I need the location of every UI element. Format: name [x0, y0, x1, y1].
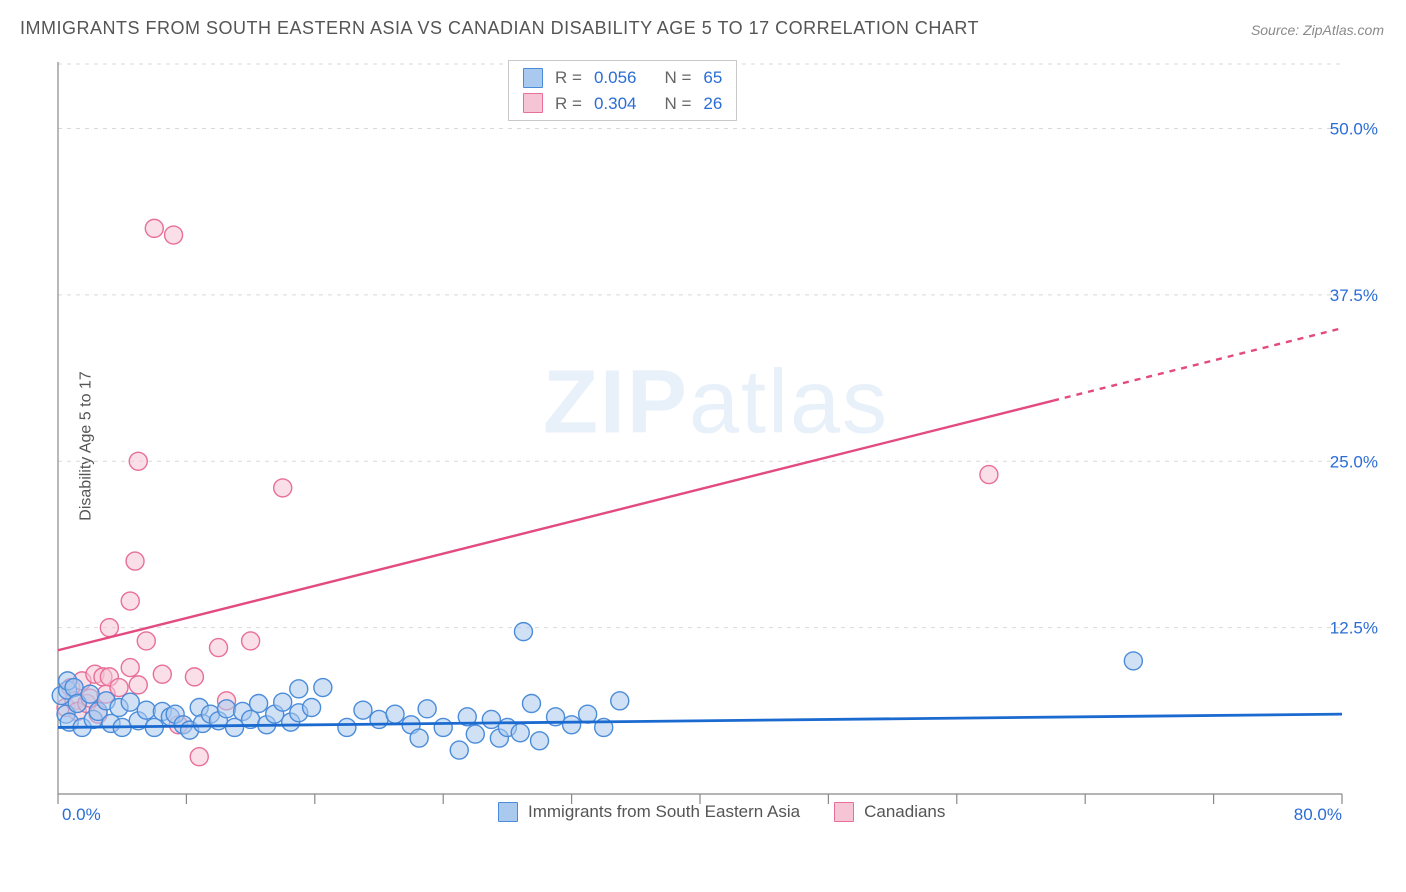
- legend-row: R = 0.056 N = 65: [523, 65, 722, 91]
- data-point: [290, 680, 308, 698]
- data-point: [514, 623, 532, 641]
- legend-r-label: R =: [555, 65, 582, 91]
- data-point: [418, 700, 436, 718]
- data-point: [121, 659, 139, 677]
- legend-swatch: [523, 68, 543, 88]
- legend-n-label: N =: [664, 91, 691, 117]
- source-attribution: Source: ZipAtlas.com: [1251, 22, 1384, 38]
- data-point: [579, 705, 597, 723]
- legend-swatch: [834, 802, 854, 822]
- data-point: [81, 685, 99, 703]
- data-point: [563, 716, 581, 734]
- data-point: [250, 694, 268, 712]
- data-point: [121, 592, 139, 610]
- data-point: [386, 705, 404, 723]
- legend-r-label: R =: [555, 91, 582, 117]
- x-tick-label-min: 0.0%: [62, 805, 101, 824]
- legend-row: R = 0.304 N = 26: [523, 91, 722, 117]
- legend-n-label: N =: [664, 65, 691, 91]
- data-point: [226, 718, 244, 736]
- data-point: [218, 700, 236, 718]
- data-point: [370, 710, 388, 728]
- data-point: [65, 679, 83, 697]
- scatter-chart-svg: 12.5% 25.0% 37.5% 50.0% 0.0% 80.0%: [48, 56, 1384, 828]
- data-point: [126, 552, 144, 570]
- legend-n-value: 65: [703, 65, 722, 91]
- plot-area: ZIPatlas 12.5%25.0%37.5%50.0%0.0%80.0% R…: [48, 56, 1384, 828]
- data-point: [338, 718, 356, 736]
- legend-swatch: [498, 802, 518, 822]
- data-point: [611, 692, 629, 710]
- data-point: [1124, 652, 1142, 670]
- legend-r-value: 0.304: [594, 91, 637, 117]
- data-point: [466, 725, 484, 743]
- data-point: [980, 466, 998, 484]
- data-point: [303, 698, 321, 716]
- data-point: [190, 748, 208, 766]
- data-point: [100, 619, 118, 637]
- data-point: [531, 732, 549, 750]
- data-point: [129, 676, 147, 694]
- correlation-legend: R = 0.056 N = 65 R = 0.304 N = 26: [508, 60, 737, 121]
- data-point: [434, 718, 452, 736]
- data-point: [522, 694, 540, 712]
- y-tick-label: 25.0%: [1330, 452, 1378, 471]
- series-legend-label: Immigrants from South Eastern Asia: [528, 802, 800, 822]
- series-legend-item: Immigrants from South Eastern Asia: [498, 802, 800, 822]
- data-point: [354, 701, 372, 719]
- data-point: [450, 741, 468, 759]
- legend-n-value: 26: [703, 91, 722, 117]
- data-point: [145, 219, 163, 237]
- data-point: [137, 632, 155, 650]
- data-point: [153, 665, 171, 683]
- series-legend: Immigrants from South Eastern Asia Canadi…: [498, 802, 945, 822]
- legend-swatch: [523, 93, 543, 113]
- data-point: [410, 729, 428, 747]
- data-point: [242, 632, 260, 650]
- y-tick-label: 12.5%: [1330, 619, 1378, 638]
- series-legend-item: Canadians: [834, 802, 945, 822]
- data-point: [314, 679, 332, 697]
- legend-r-value: 0.056: [594, 65, 637, 91]
- data-point: [129, 452, 147, 470]
- data-point: [511, 724, 529, 742]
- chart-title: IMMIGRANTS FROM SOUTH EASTERN ASIA VS CA…: [20, 18, 979, 39]
- series-legend-label: Canadians: [864, 802, 945, 822]
- data-point: [185, 668, 203, 686]
- data-point: [274, 479, 292, 497]
- data-point: [210, 639, 228, 657]
- y-tick-label: 37.5%: [1330, 286, 1378, 305]
- data-point: [482, 710, 500, 728]
- data-point: [121, 693, 139, 711]
- data-point: [274, 693, 292, 711]
- data-point: [137, 701, 155, 719]
- y-tick-label: 50.0%: [1330, 120, 1378, 139]
- x-tick-label-max: 80.0%: [1294, 805, 1342, 824]
- data-point: [165, 226, 183, 244]
